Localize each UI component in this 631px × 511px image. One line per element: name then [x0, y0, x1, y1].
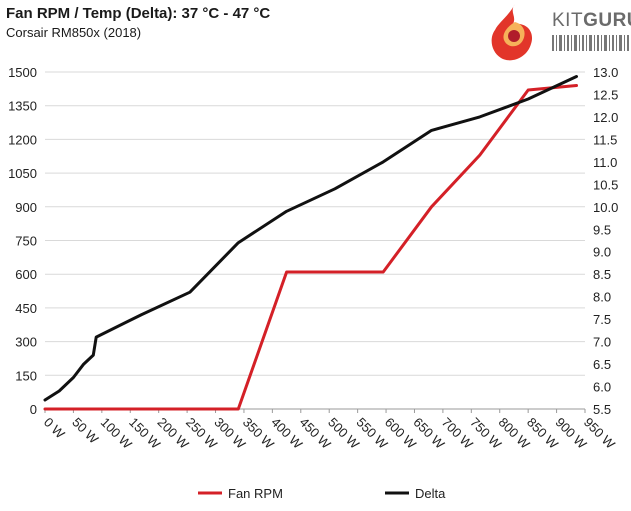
y-left-tick-label: 0	[30, 402, 37, 417]
y-left-tick-label: 450	[15, 301, 37, 316]
y-right-tick-label: 12.5	[593, 87, 618, 102]
series-lines	[43, 75, 578, 411]
y-right-tick-label: 8.5	[593, 267, 611, 282]
series-line-delta	[43, 75, 578, 402]
y-right-tick-label: 12.0	[593, 110, 618, 125]
y-left-tick-label: 900	[15, 200, 37, 215]
chart-subtitle: Corsair RM850x (2018)	[6, 25, 142, 40]
brand-suffix: GURU	[583, 10, 631, 31]
y-right-tick-label: 8.0	[593, 290, 611, 305]
legend-label: Delta	[415, 486, 446, 501]
y-right-tick-label: 7.5	[593, 312, 611, 327]
y-right-tick-label: 10.0	[593, 200, 618, 215]
chart-title: Fan RPM / Temp (Delta): 37 °C - 47 °C	[6, 5, 271, 22]
y-left-tick-label: 150	[15, 368, 37, 383]
y-right-tick-label: 5.5	[593, 402, 611, 417]
x-tick-label: 0 W	[41, 415, 68, 442]
y-left-tick-label: 750	[15, 234, 37, 249]
y-right-tick-label: 6.0	[593, 380, 611, 395]
swirl-logo-icon	[491, 4, 533, 61]
brand-prefix: KIT	[552, 10, 584, 31]
y-right-tick-label: 7.0	[593, 335, 611, 350]
y-left-tick-label: 1200	[8, 132, 37, 147]
y-left-tick-label: 1500	[8, 65, 37, 80]
kitguru-logo	[487, 2, 629, 68]
x-tick-label: 50 W	[69, 415, 102, 448]
legend: Fan RPM Delta	[198, 486, 446, 501]
legend-label: Fan RPM	[228, 486, 283, 501]
y-axis-right: 5.5 6.0 6.5 7.0 7.5 8.0 8.5 9.0 9.5 10.0 10.5 11.0 1…	[593, 65, 618, 417]
y-right-tick-label: 9.0	[593, 245, 611, 260]
y-left-tick-label: 1050	[8, 166, 37, 181]
y-left-tick-label: 600	[15, 267, 37, 282]
y-right-tick-label: 10.5	[593, 177, 618, 192]
x-tick-label: 950 W	[581, 415, 619, 453]
brand-wordmark: KITGURU	[552, 10, 631, 32]
barcode-icon	[552, 35, 629, 51]
y-right-tick-label: 9.5	[593, 222, 611, 237]
y-left-tick-label: 300	[15, 335, 37, 350]
y-right-tick-label: 11.5	[593, 132, 617, 147]
y-right-tick-label: 6.5	[593, 357, 611, 372]
y-right-tick-label: 13.0	[593, 65, 618, 80]
y-right-tick-label: 11.0	[593, 155, 617, 170]
y-left-tick-label: 1350	[8, 99, 37, 114]
series-line-fan-rpm	[43, 84, 578, 411]
y-axis-left: 0 150 300 450 600 750 900 1050 1200 1350 1500	[8, 65, 37, 417]
